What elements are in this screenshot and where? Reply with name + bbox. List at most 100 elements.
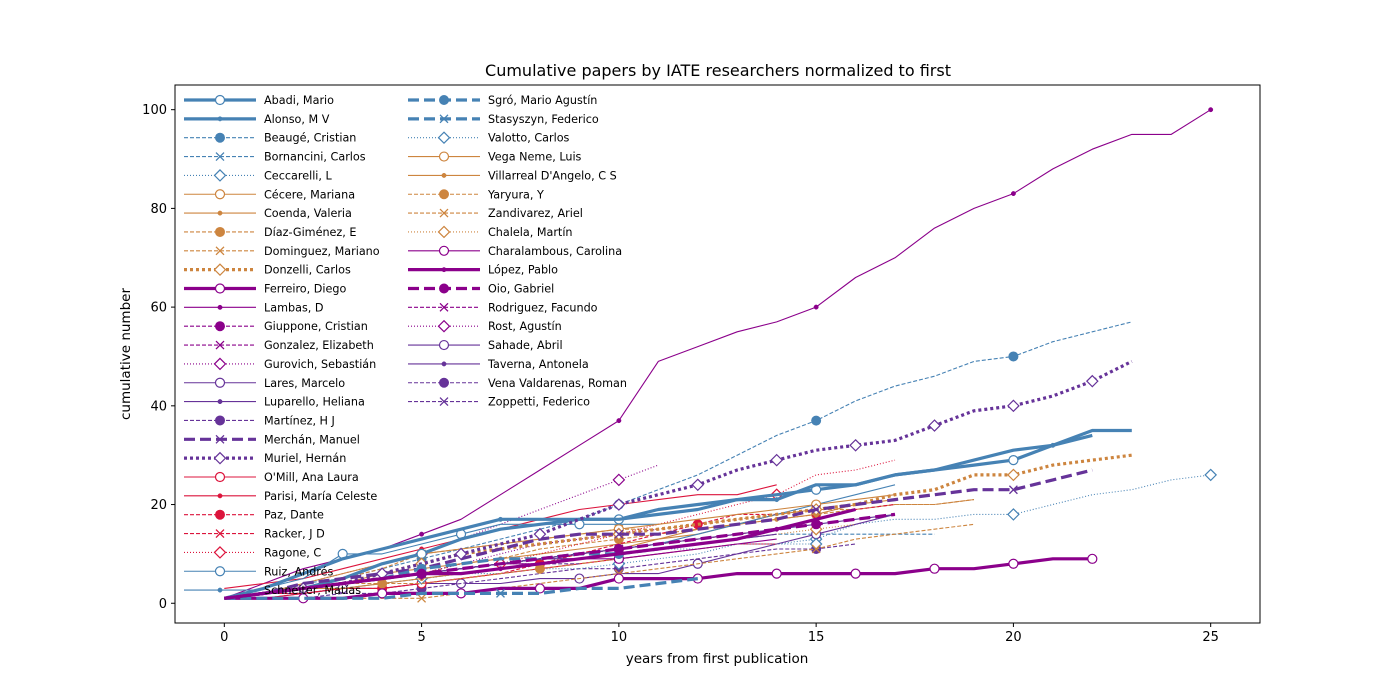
legend-label: Sahade, Abril xyxy=(488,339,563,352)
series-point xyxy=(498,566,503,572)
legend-label: Muriel, Hernán xyxy=(264,452,346,465)
legend-marker xyxy=(213,451,227,465)
series-line xyxy=(224,543,856,599)
legend-marker xyxy=(438,245,450,256)
legend-marker xyxy=(214,566,226,577)
legend-label: Lambas, D xyxy=(264,301,324,314)
series-point xyxy=(811,415,822,426)
series-layer xyxy=(223,107,1218,604)
series-point xyxy=(1008,558,1019,569)
legend-label: Racker, J D xyxy=(264,528,325,541)
series-muriel-hernan xyxy=(224,359,1133,600)
series-line xyxy=(224,453,1132,600)
series-point xyxy=(416,568,427,579)
legend-marker xyxy=(215,132,225,143)
series-point xyxy=(1007,468,1020,482)
legend-label: Parisi, María Celeste xyxy=(264,490,377,503)
series-point xyxy=(612,473,626,487)
legend-label: Zoppetti, Federico xyxy=(488,396,590,409)
legend-label: Giuppone, Cristian xyxy=(264,320,368,333)
legend-entry: Zoppetti, Federico xyxy=(408,396,590,409)
legend-marker xyxy=(437,225,451,239)
legend-marker xyxy=(214,377,226,388)
legend-label: Stasyszyn, Federico xyxy=(488,113,599,126)
legend-entry: Schneiter, Matías xyxy=(184,584,361,597)
series-line xyxy=(224,428,1132,600)
legend-entry: Parisi, María Celeste xyxy=(184,490,377,503)
legend-entry: Giuppone, Cristian xyxy=(184,320,368,333)
legend-marker xyxy=(438,339,450,351)
legend-marker xyxy=(439,114,449,124)
legend-marker xyxy=(215,246,225,256)
legend-label: Villarreal D'Angelo, C S xyxy=(488,169,617,182)
series-line xyxy=(224,512,896,600)
legend-marker xyxy=(214,189,226,200)
legend-label: Coenda, Valeria xyxy=(264,207,352,220)
legend-entry: Vega Neme, Luis xyxy=(408,151,582,164)
legend-label: Charalambous, Carolina xyxy=(488,245,622,258)
legend-label: Taverna, Antonela xyxy=(487,358,589,371)
legend-entry: Cécere, Mariana xyxy=(184,188,355,201)
series-point xyxy=(811,505,821,514)
legend-label: Díaz-Giménez, E xyxy=(264,226,356,239)
series-point xyxy=(612,498,626,511)
legend-entry: Ruiz, Andrés xyxy=(184,565,334,578)
series-point xyxy=(416,548,427,559)
x-tick-label: 25 xyxy=(1202,630,1219,645)
x-tick-label: 5 xyxy=(417,630,425,645)
series-point xyxy=(454,547,468,561)
legend-label: Zandivarez, Ariel xyxy=(488,207,583,220)
axes-layer: 0 5 10 15 20 25 0 20 40 60 80 100 xyxy=(142,103,1219,645)
legend-entry: López, Pablo xyxy=(408,264,558,277)
series-line xyxy=(224,321,1132,599)
chart-title: Cumulative papers by IATE researchers no… xyxy=(485,61,951,80)
y-tick-label: 40 xyxy=(150,399,167,414)
legend-entry: Charalambous, Carolina xyxy=(408,245,622,258)
legend-marker xyxy=(439,397,449,407)
legend-marker xyxy=(439,302,449,312)
legend-label: Valotto, Carlos xyxy=(488,132,570,145)
legend-label: Beaugé, Cristian xyxy=(264,132,356,145)
series-line xyxy=(223,433,1093,600)
legend-label: Oio, Gabriel xyxy=(488,283,554,296)
series-point xyxy=(811,519,822,530)
legend-marker xyxy=(213,357,227,371)
legend-label: Abadi, Mario xyxy=(264,94,334,107)
legend-entry: Donzelli, Carlos xyxy=(184,263,351,277)
legend-marker xyxy=(217,116,223,122)
series-oio-gabriel xyxy=(224,512,896,600)
plot-area xyxy=(175,85,1260,623)
legend-label: Gurovich, Sebastián xyxy=(264,358,376,371)
legend-marker xyxy=(439,95,449,105)
series-stasyszyn-federico xyxy=(224,577,698,600)
legend-marker xyxy=(215,152,225,162)
legend-marker xyxy=(215,509,225,520)
legend-entry: Coenda, Valeria xyxy=(184,207,352,220)
legend-label: Gonzalez, Elizabeth xyxy=(264,339,374,352)
legend-entry: Ferreiro, Diego xyxy=(184,283,346,296)
series-point xyxy=(614,529,624,539)
y-tick-label: 60 xyxy=(150,301,167,316)
legend-entry: Martínez, H J xyxy=(184,414,335,427)
legend-label: Lares, Marcelo xyxy=(264,377,345,390)
series-point xyxy=(419,531,425,537)
series-line xyxy=(224,459,896,599)
legend-entry: Valotto, Carlos xyxy=(408,131,570,145)
x-axis-label: years from first publication xyxy=(626,651,809,667)
legend-entry: Rodriguez, Facundo xyxy=(408,301,598,314)
legend-marker xyxy=(437,319,451,333)
y-tick-label: 20 xyxy=(150,498,167,513)
legend-marker xyxy=(217,493,223,499)
legend-marker xyxy=(439,189,449,200)
legend-label: Alonso, M V xyxy=(264,113,330,126)
legend-label: Rodriguez, Facundo xyxy=(488,301,598,314)
legend-label: Sgró, Mario Agustín xyxy=(488,94,597,107)
legend-entry: Dominguez, Mariano xyxy=(184,245,380,258)
legend-label: Ruiz, Andrés xyxy=(264,565,334,578)
legend-entry: Beaugé, Cristian xyxy=(184,132,356,145)
series-point xyxy=(813,304,819,310)
series-point xyxy=(928,419,941,432)
series-point xyxy=(1085,374,1099,388)
legend-entry: Ragone, C xyxy=(184,546,321,559)
